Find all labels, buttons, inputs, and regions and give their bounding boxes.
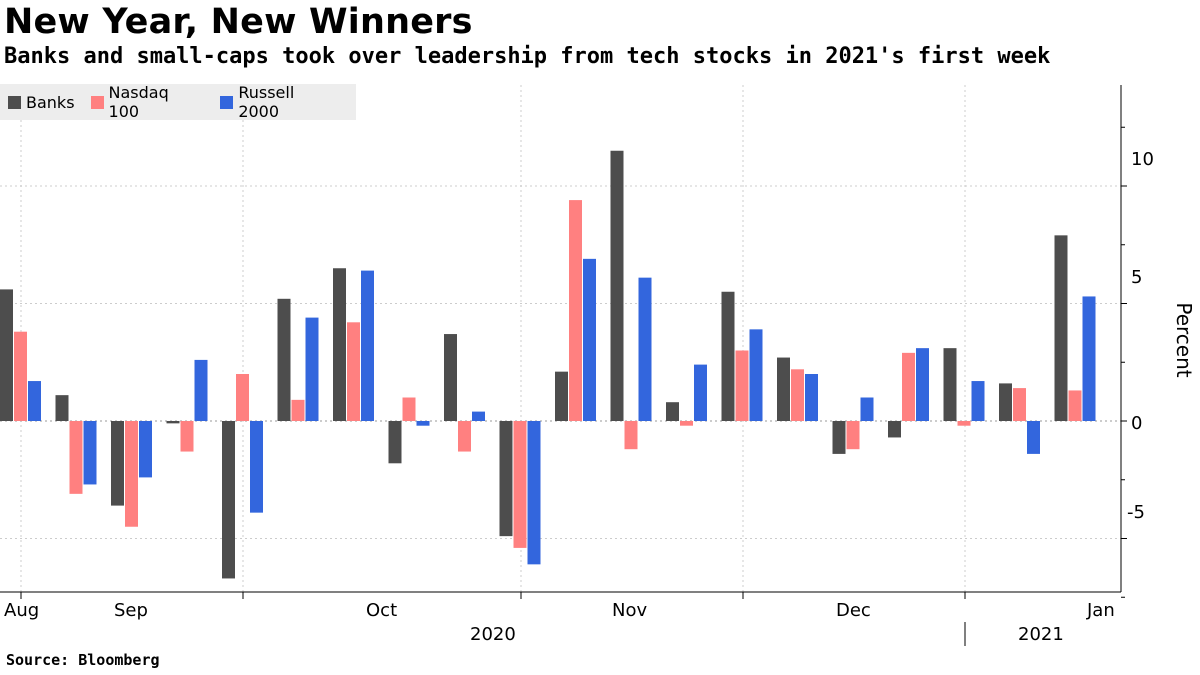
bar-banks-w9	[444, 334, 457, 421]
bar-nasdaq-100-w16	[846, 421, 860, 450]
legend-item-banks: Banks	[8, 93, 75, 112]
bar-banks-w17	[888, 421, 901, 438]
bar-banks-w8	[388, 421, 402, 464]
legend-label-russell: Russell 2000	[238, 83, 295, 121]
bar-banks-w12	[610, 150, 624, 421]
chart-subtitle: Banks and small-caps took over leadershi…	[4, 44, 1051, 69]
legend-label-nasdaq: Nasdaq 100	[108, 83, 169, 121]
x-month-label-aug: Aug	[4, 600, 39, 621]
bar-nasdaq-100-w12	[624, 421, 638, 450]
x-month-label-jan: Jan	[1086, 600, 1115, 621]
bar-russell-2000-w14	[749, 329, 763, 421]
axis-layer: 10 5 0 -5 Percent Aug Sep Oct Nov Dec Ja…	[0, 85, 1196, 646]
bar-banks-w15	[777, 357, 790, 421]
x-month-label-sep: Sep	[114, 600, 148, 621]
bars-layer	[0, 150, 1096, 579]
bar-nasdaq-100-w18	[957, 421, 971, 426]
bar-russell-2000-w16	[860, 397, 874, 421]
bar-banks-w5	[222, 421, 235, 579]
bar-russell-2000-w18	[971, 381, 985, 421]
bar-russell-2000-w1	[28, 381, 41, 421]
bar-russell-2000-w17	[916, 348, 929, 421]
bar-banks-w6	[277, 298, 291, 421]
bar-banks-w11	[555, 371, 568, 421]
bar-banks-w10	[499, 421, 513, 537]
bar-russell-2000-w2	[83, 421, 97, 485]
y-tick-label-0: 0	[1131, 413, 1142, 434]
bar-nasdaq-100-w17	[902, 352, 915, 421]
grid-layer	[0, 85, 1127, 599]
bar-banks-w16	[832, 421, 846, 454]
bar-russell-2000-w11	[583, 258, 596, 421]
bar-russell-2000-w7	[361, 270, 374, 421]
y-tick-label-5: 5	[1131, 267, 1142, 288]
bar-banks-w13	[666, 402, 679, 421]
bar-banks-w18	[943, 348, 957, 421]
bar-russell-2000-w20	[1082, 296, 1096, 421]
bar-nasdaq-100-w2	[69, 421, 83, 494]
bar-nasdaq-100-w13	[680, 421, 693, 426]
y-tick-label-neg5: -5	[1127, 502, 1145, 523]
bar-banks-w1	[0, 289, 13, 421]
x-month-label-nov: Nov	[612, 600, 647, 621]
bar-nasdaq-100-w20	[1068, 390, 1082, 421]
bar-nasdaq-100-w9	[458, 421, 471, 452]
bar-nasdaq-100-w4	[180, 421, 194, 452]
bar-nasdaq-100-w10	[513, 421, 527, 548]
legend-item-russell: Russell 2000	[220, 83, 340, 121]
y-axis-label: Percent	[1172, 302, 1196, 377]
legend-swatch-banks	[8, 95, 21, 109]
bar-nasdaq-100-w14	[735, 350, 749, 421]
bar-russell-2000-w5	[250, 421, 263, 513]
bar-russell-2000-w3	[139, 421, 152, 478]
x-month-label-dec: Dec	[836, 600, 871, 621]
bar-nasdaq-100-w3	[125, 421, 138, 527]
bar-russell-2000-w10	[527, 421, 541, 565]
bar-nasdaq-100-w19	[1013, 388, 1026, 421]
bar-russell-2000-w13	[694, 364, 707, 421]
legend-swatch-nasdaq	[90, 95, 104, 109]
bar-banks-w2	[55, 395, 69, 421]
bar-banks-w7	[333, 268, 346, 421]
bar-russell-2000-w12	[638, 277, 652, 421]
legend-label-banks: Banks	[26, 92, 75, 112]
x-month-label-oct: Oct	[366, 600, 397, 621]
legend-item-nasdaq: Nasdaq 100	[90, 83, 205, 121]
bar-nasdaq-100-w11	[569, 200, 582, 421]
bar-nasdaq-100-w7	[347, 322, 360, 421]
bar-banks-w4	[166, 421, 180, 424]
bar-russell-2000-w8	[416, 421, 430, 426]
chart-title: New Year, New Winners	[4, 2, 473, 42]
bar-russell-2000-w6	[305, 317, 319, 421]
bar-banks-w14	[721, 291, 735, 421]
bar-russell-2000-w9	[472, 411, 485, 421]
bar-nasdaq-100-w15	[791, 369, 804, 421]
bar-banks-w19	[999, 383, 1012, 421]
bar-russell-2000-w15	[805, 374, 818, 421]
legend-swatch-russell	[220, 95, 234, 109]
bar-russell-2000-w4	[194, 359, 208, 421]
source-note: Source: Bloomberg	[6, 651, 160, 669]
bar-nasdaq-100-w5	[236, 374, 249, 421]
bar-nasdaq-100-w8	[402, 397, 416, 421]
bar-russell-2000-w19	[1027, 421, 1040, 454]
bar-banks-w20	[1054, 235, 1068, 421]
x-year-label-2020: 2020	[470, 624, 516, 645]
bar-nasdaq-100-w6	[291, 399, 305, 421]
bar-nasdaq-100-w1	[14, 331, 27, 421]
x-year-label-2021: 2021	[1018, 624, 1064, 645]
y-tick-label-10: 10	[1131, 149, 1154, 170]
legend: Banks Nasdaq 100 Russell 2000	[0, 83, 356, 121]
bar-banks-w3	[111, 421, 124, 506]
